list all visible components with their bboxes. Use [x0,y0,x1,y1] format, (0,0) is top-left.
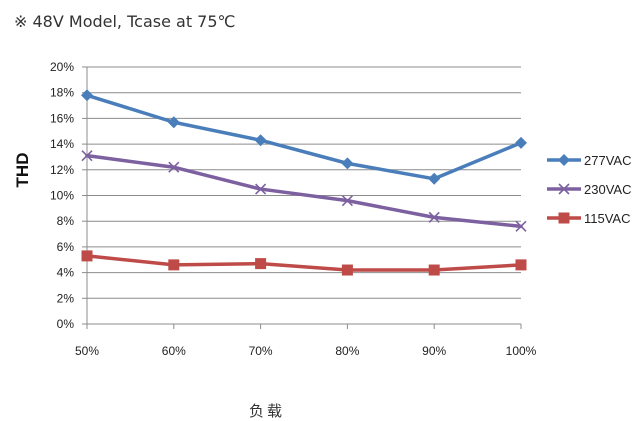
legend-label: 230VAC [584,182,631,197]
y-tick-label: 0% [57,317,75,331]
data-point [168,259,179,270]
data-point [81,89,93,101]
y-tick-label: 16% [50,111,74,125]
legend-label: 277VAC [584,153,631,168]
series-277vac [81,89,527,185]
axes [82,67,521,329]
data-point [429,265,440,276]
y-axis-title: THD [13,153,32,188]
y-tick-label: 6% [57,240,75,254]
series-115vac [82,250,527,275]
y-tick-label: 14% [50,137,74,151]
data-point [428,173,440,185]
data-point [515,137,527,149]
x-tick-label: 60% [162,344,186,358]
legend-item: 277VAC [547,153,631,168]
legend-marker [559,213,570,224]
series-230vac [82,151,526,232]
legend-item: 230VAC [547,182,631,197]
y-tick-label: 4% [57,266,75,280]
y-tick-label: 20% [50,60,74,74]
data-point [342,265,353,276]
data-point [82,250,93,261]
y-tick-label: 2% [57,291,75,305]
series-line [87,256,521,270]
data-point [255,258,266,269]
x-tick-label: 90% [422,344,446,358]
series-line [87,95,521,179]
legend-item: 115VAC [547,211,631,226]
legend-label: 115VAC [584,211,631,226]
x-tick-label: 50% [75,344,99,358]
y-tick-label: 8% [57,214,75,228]
data-series [81,89,527,275]
data-point [341,157,353,169]
x-axis-title: 负载 [249,402,285,420]
data-point [516,259,527,270]
chart-title: ※ 48V Model, Tcase at 75℃ [14,12,236,31]
legend-marker [558,154,570,166]
x-tick-labels: 50% 60% 70% 80% 90% 100% [75,344,537,358]
y-tick-label: 10% [50,189,74,203]
x-tick-label: 80% [335,344,359,358]
series-line [87,156,521,227]
x-tick-label: 100% [506,344,537,358]
y-tick-labels: 0% 2% 4% 6% 8% 10% 12% 14% 16% 18% 20% [50,60,74,331]
y-tick-label: 12% [50,163,74,177]
y-tick-label: 18% [50,86,74,100]
legend: 277VAC 230VAC 115VAC [547,153,631,226]
x-tick-label: 70% [249,344,273,358]
